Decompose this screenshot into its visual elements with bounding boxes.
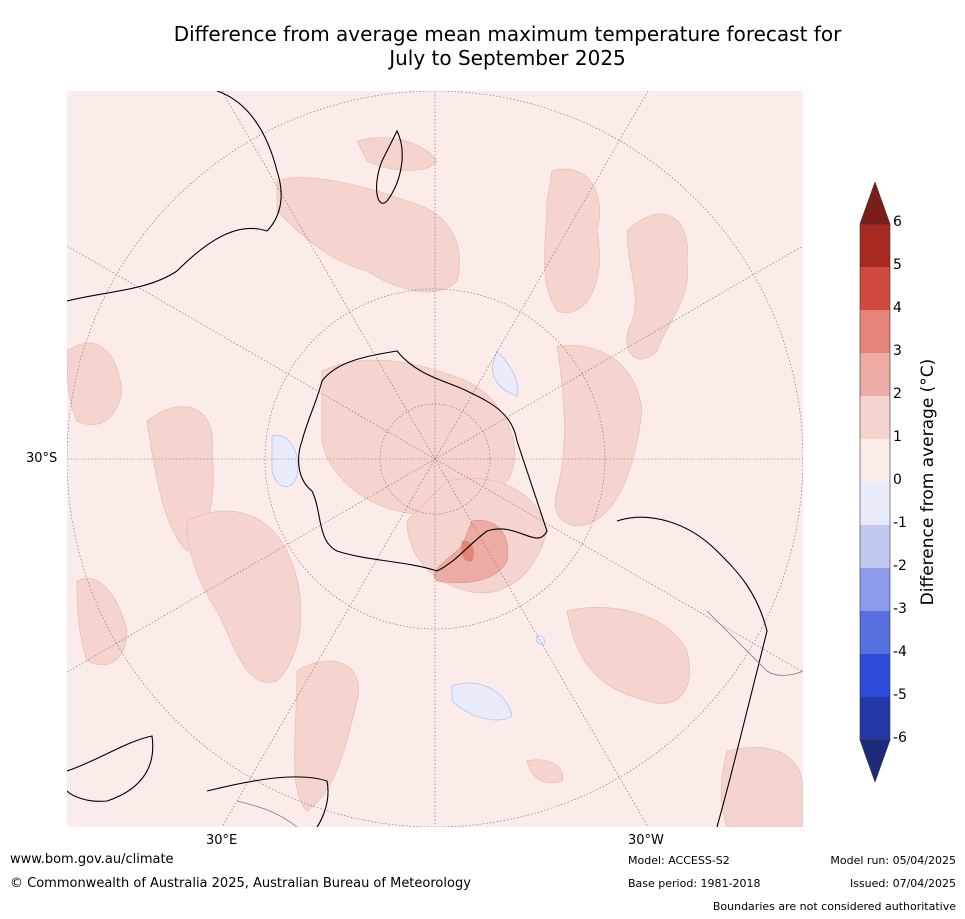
title-line-2: July to September 2025 — [389, 46, 626, 70]
longitude-label-west: 30°W — [628, 833, 664, 848]
colorbar-tick: 1 — [893, 429, 902, 445]
model-text: Model: ACCESS-S2 — [628, 854, 730, 867]
longitude-label-east: 30°E — [206, 833, 238, 848]
anomaly-1-2-regions — [67, 137, 803, 827]
model-run-text: Model run: 05/04/2025 — [830, 854, 956, 867]
colorbar-tick: 4 — [893, 300, 902, 316]
colorbar-label: Difference from average (°C) — [918, 358, 938, 606]
colorbar-tick: 5 — [893, 257, 902, 273]
colorbar-tick: 0 — [893, 472, 902, 488]
map-title: Difference from average mean maximum tem… — [60, 22, 955, 70]
colorbar — [859, 182, 891, 782]
colorbar-tick: 3 — [893, 343, 902, 359]
website-link[interactable]: www.bom.gov.au/climate — [10, 852, 174, 867]
colorbar-tick: -4 — [893, 644, 907, 660]
copyright-text: © Commonwealth of Australia 2025, Austra… — [10, 876, 471, 891]
map-canvas — [67, 91, 803, 827]
issued-text: Issued: 07/04/2025 — [849, 877, 956, 890]
colorbar-tick: -6 — [893, 730, 907, 746]
colorbar-tick: -2 — [893, 558, 907, 574]
colorbar-tick: -3 — [893, 601, 907, 617]
colorbar-tick: 2 — [893, 386, 902, 402]
colorbar-tick: -1 — [893, 515, 907, 531]
title-line-1: Difference from average mean maximum tem… — [173, 22, 842, 46]
colorbar-arrow-bottom — [859, 739, 891, 782]
graticule — [67, 91, 803, 827]
disclaimer-text: Boundaries are not considered authoritat… — [712, 900, 956, 913]
latitude-label: 30°S — [26, 451, 58, 466]
borders — [236, 610, 803, 827]
base-period-text: Base period: 1981-2018 — [628, 877, 761, 890]
polar-map — [67, 91, 803, 827]
colorbar-tick: -5 — [893, 687, 907, 703]
coastlines — [67, 91, 768, 827]
anomaly-3-4-region — [461, 540, 474, 562]
anomaly-negative-regions — [271, 350, 545, 721]
colorbar-tick: 6 — [893, 214, 902, 230]
colorbar-arrow-top — [859, 182, 891, 225]
